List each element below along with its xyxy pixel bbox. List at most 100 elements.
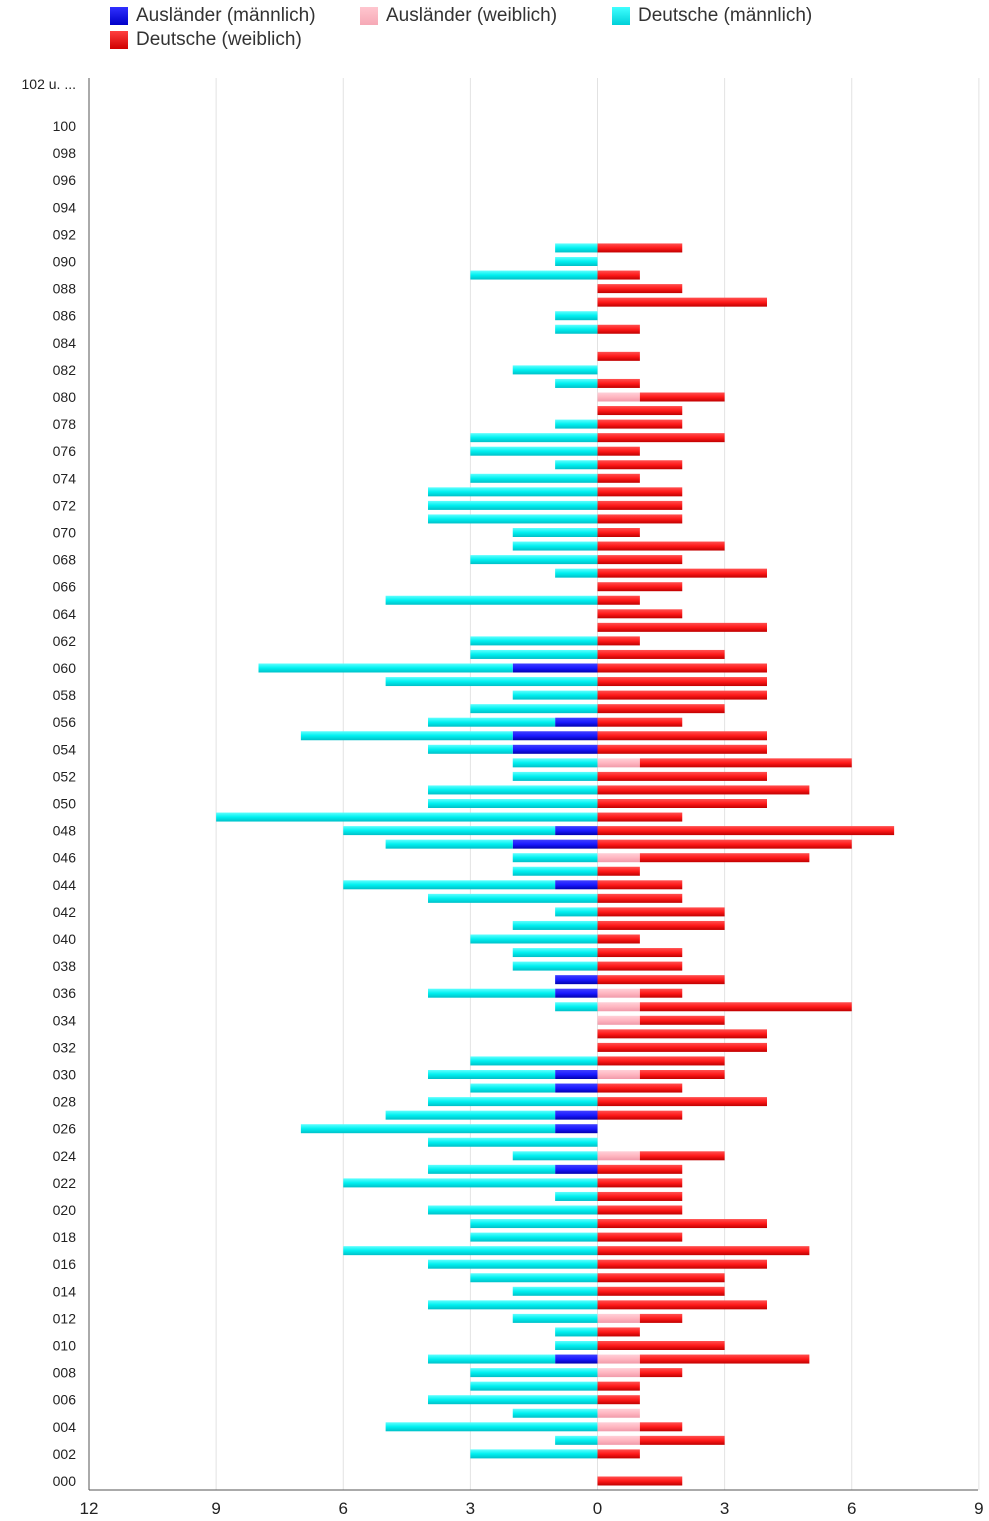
bar-deutsche-weiblich-age-2[interactable] xyxy=(597,1449,640,1459)
bar-deutsche-maennlich-age-61[interactable] xyxy=(470,649,598,659)
bar-deutsche-maennlich-age-90[interactable] xyxy=(555,257,598,266)
bar-deutsche-maennlich-age-20[interactable] xyxy=(428,1205,598,1215)
bar-deutsche-weiblich-age-9[interactable] xyxy=(639,1354,810,1364)
legend-item-deutsche-maennlich[interactable]: Deutsche (männlich) xyxy=(612,5,812,27)
bar-deutsche-maennlich-age-78[interactable] xyxy=(555,419,598,429)
bar-deutsche-maennlich-age-56[interactable] xyxy=(428,717,556,727)
bar-deutsche-weiblich-age-85[interactable] xyxy=(597,324,640,334)
bar-auslaender-maennlich-age-36[interactable] xyxy=(555,988,598,998)
bar-deutsche-weiblich-age-27[interactable] xyxy=(597,1110,683,1120)
bar-deutsche-weiblich-age-64[interactable] xyxy=(597,609,683,619)
bar-deutsche-weiblich-age-36[interactable] xyxy=(639,988,683,998)
bar-deutsche-maennlich-age-75[interactable] xyxy=(555,460,598,470)
bar-deutsche-weiblich-age-0[interactable] xyxy=(597,1476,683,1486)
bar-deutsche-weiblich-age-62[interactable] xyxy=(597,636,640,646)
bar-deutsche-maennlich-age-55[interactable] xyxy=(300,731,513,741)
bar-deutsche-weiblich-age-46[interactable] xyxy=(639,853,810,863)
bar-deutsche-weiblich-age-23[interactable] xyxy=(597,1164,683,1174)
bar-deutsche-weiblich-age-29[interactable] xyxy=(597,1083,683,1093)
bar-deutsche-weiblich-age-76[interactable] xyxy=(597,446,640,456)
bar-deutsche-maennlich-age-40[interactable] xyxy=(470,934,598,944)
bar-deutsche-weiblich-age-18[interactable] xyxy=(597,1232,683,1242)
bar-auslaender-maennlich-age-55[interactable] xyxy=(512,731,598,741)
bar-deutsche-maennlich-age-39[interactable] xyxy=(512,948,598,958)
bar-deutsche-maennlich-age-52[interactable] xyxy=(512,771,598,781)
bar-deutsche-maennlich-age-9[interactable] xyxy=(428,1354,556,1364)
bar-deutsche-maennlich-age-58[interactable] xyxy=(512,690,598,700)
bar-deutsche-weiblich-age-31[interactable] xyxy=(597,1056,725,1066)
bar-deutsche-maennlich-age-50[interactable] xyxy=(428,799,598,808)
bar-deutsche-maennlich-age-5[interactable] xyxy=(512,1408,598,1418)
bar-deutsche-maennlich-age-36[interactable] xyxy=(428,988,556,998)
bar-deutsche-maennlich-age-31[interactable] xyxy=(470,1056,598,1066)
bar-auslaender-maennlich-age-23[interactable] xyxy=(555,1164,598,1174)
bar-deutsche-maennlich-age-8[interactable] xyxy=(470,1368,598,1378)
bar-deutsche-weiblich-age-55[interactable] xyxy=(597,731,768,741)
bar-auslaender-weiblich-age-4[interactable] xyxy=(597,1422,640,1432)
bar-deutsche-maennlich-age-43[interactable] xyxy=(428,893,598,903)
bar-deutsche-weiblich-age-24[interactable] xyxy=(639,1151,725,1161)
bar-auslaender-maennlich-age-30[interactable] xyxy=(555,1070,598,1079)
bar-deutsche-maennlich-age-57[interactable] xyxy=(470,704,598,714)
bar-deutsche-weiblich-age-65[interactable] xyxy=(597,595,640,605)
bar-deutsche-weiblich-age-49[interactable] xyxy=(597,812,683,822)
bar-deutsche-weiblich-age-19[interactable] xyxy=(597,1219,768,1229)
bar-deutsche-maennlich-age-3[interactable] xyxy=(555,1435,598,1445)
bar-auslaender-maennlich-age-47[interactable] xyxy=(512,839,598,849)
bar-deutsche-weiblich-age-10[interactable] xyxy=(597,1341,725,1350)
bar-deutsche-weiblich-age-4[interactable] xyxy=(639,1422,683,1432)
bar-deutsche-maennlich-age-91[interactable] xyxy=(555,243,598,253)
bar-deutsche-weiblich-age-74[interactable] xyxy=(597,473,640,483)
bar-deutsche-weiblich-age-77[interactable] xyxy=(597,433,725,443)
bar-deutsche-maennlich-age-25[interactable] xyxy=(428,1137,598,1147)
bar-auslaender-maennlich-age-26[interactable] xyxy=(555,1124,598,1134)
bar-deutsche-maennlich-age-70[interactable] xyxy=(512,528,598,537)
bar-deutsche-maennlich-age-42[interactable] xyxy=(555,907,598,917)
bar-deutsche-maennlich-age-35[interactable] xyxy=(555,1002,598,1012)
bar-deutsche-maennlich-age-44[interactable] xyxy=(343,880,556,890)
bar-deutsche-maennlich-age-67[interactable] xyxy=(555,568,598,578)
bar-deutsche-weiblich-age-81[interactable] xyxy=(597,378,640,388)
bar-deutsche-maennlich-age-77[interactable] xyxy=(470,433,598,443)
bar-deutsche-weiblich-age-12[interactable] xyxy=(639,1313,683,1323)
bar-deutsche-weiblich-age-70[interactable] xyxy=(597,528,640,537)
bar-deutsche-maennlich-age-85[interactable] xyxy=(555,324,598,334)
bar-auslaender-weiblich-age-36[interactable] xyxy=(597,988,640,998)
bar-deutsche-maennlich-age-59[interactable] xyxy=(385,677,598,687)
bar-deutsche-weiblich-age-60[interactable] xyxy=(597,663,768,673)
bar-deutsche-weiblich-age-91[interactable] xyxy=(597,243,683,253)
legend-item-auslaender-weiblich[interactable]: Ausländer (weiblich) xyxy=(360,5,557,27)
bar-deutsche-maennlich-age-14[interactable] xyxy=(512,1286,598,1296)
bar-deutsche-maennlich-age-16[interactable] xyxy=(428,1259,598,1269)
bar-auslaender-weiblich-age-30[interactable] xyxy=(597,1070,640,1079)
bar-deutsche-weiblich-age-28[interactable] xyxy=(597,1097,768,1107)
bar-auslaender-weiblich-age-24[interactable] xyxy=(597,1151,640,1161)
bar-deutsche-weiblich-age-71[interactable] xyxy=(597,514,683,524)
bar-deutsche-weiblich-age-44[interactable] xyxy=(597,880,683,890)
bar-deutsche-weiblich-age-21[interactable] xyxy=(597,1191,683,1201)
bar-deutsche-weiblich-age-51[interactable] xyxy=(597,785,810,795)
bar-deutsche-weiblich-age-15[interactable] xyxy=(597,1273,725,1283)
bar-deutsche-weiblich-age-52[interactable] xyxy=(597,771,768,781)
bar-deutsche-maennlich-age-65[interactable] xyxy=(385,595,598,605)
bar-auslaender-maennlich-age-44[interactable] xyxy=(555,880,598,890)
bar-deutsche-maennlich-age-26[interactable] xyxy=(300,1124,556,1134)
bar-deutsche-weiblich-age-75[interactable] xyxy=(597,460,683,470)
bar-deutsche-weiblich-age-87[interactable] xyxy=(597,297,768,307)
bar-deutsche-maennlich-age-22[interactable] xyxy=(343,1178,598,1188)
bar-deutsche-weiblich-age-14[interactable] xyxy=(597,1286,725,1296)
bar-deutsche-maennlich-age-68[interactable] xyxy=(470,555,598,565)
bar-deutsche-weiblich-age-11[interactable] xyxy=(597,1327,640,1337)
bar-auslaender-maennlich-age-29[interactable] xyxy=(555,1083,598,1093)
bar-deutsche-weiblich-age-80[interactable] xyxy=(639,392,725,402)
legend-item-deutsche-weiblich[interactable]: Deutsche (weiblich) xyxy=(110,29,302,51)
bar-deutsche-maennlich-age-69[interactable] xyxy=(512,541,598,551)
bar-deutsche-weiblich-age-58[interactable] xyxy=(597,690,768,700)
bar-deutsche-weiblich-age-53[interactable] xyxy=(639,758,852,768)
bar-auslaender-weiblich-age-9[interactable] xyxy=(597,1354,640,1364)
bar-deutsche-weiblich-age-83[interactable] xyxy=(597,351,640,361)
bar-deutsche-maennlich-age-24[interactable] xyxy=(512,1151,598,1161)
bar-deutsche-weiblich-age-16[interactable] xyxy=(597,1259,768,1269)
bar-deutsche-weiblich-age-50[interactable] xyxy=(597,799,768,808)
legend-item-auslaender-maennlich[interactable]: Ausländer (männlich) xyxy=(110,5,316,27)
